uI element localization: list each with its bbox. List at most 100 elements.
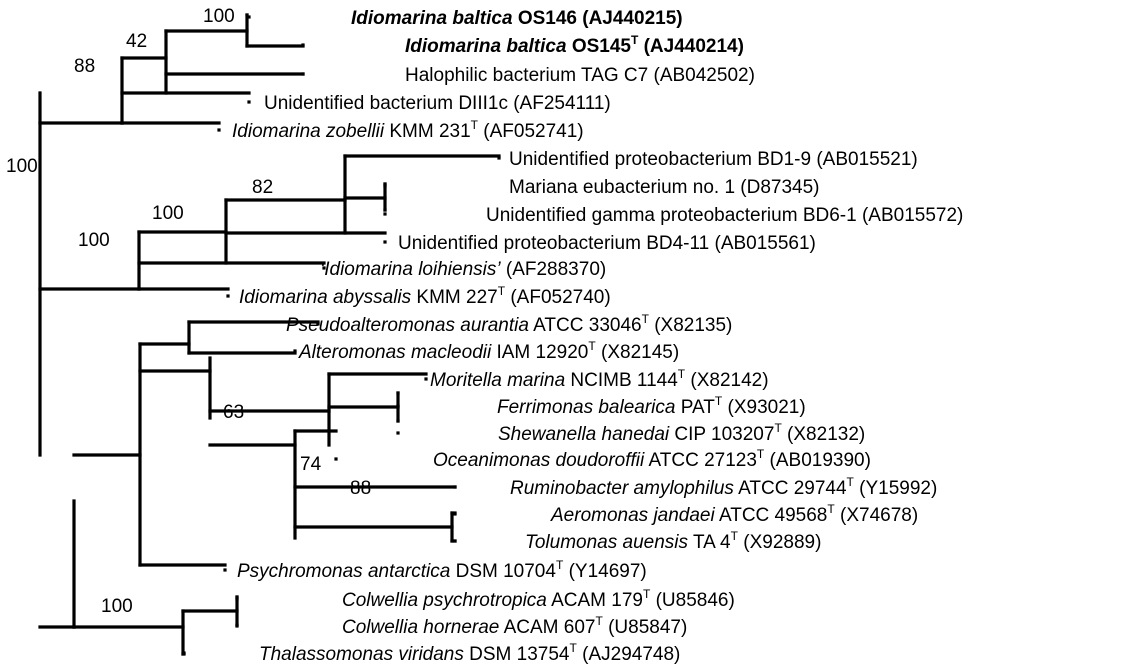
taxon-label-part: T: [847, 475, 855, 489]
taxon-label-part: ATCC 33046: [529, 315, 642, 336]
taxon-label-part: (X74678): [835, 505, 918, 526]
taxon-label: Unidentified bacterium DIII1c (AF254111): [264, 93, 611, 114]
taxon-label-part: T: [471, 118, 479, 132]
taxon-label-part: Aeromonas jandaei: [550, 505, 715, 526]
taxon-label-part: (AF052740): [505, 287, 611, 308]
taxon-label-part: (AF288370): [501, 259, 607, 280]
taxon-label-part: ATCC 49568: [715, 505, 828, 526]
bootstrap-value: 100: [101, 596, 133, 617]
taxon-label-part: Idiomarina baltica: [351, 8, 513, 29]
taxon-label-part: Unidentified gamma proteobacterium BD6-1…: [486, 205, 963, 226]
taxon-label-part: T: [642, 312, 650, 326]
taxon-label-part: (X82142): [685, 370, 768, 391]
taxon-label: Mariana eubacterium no. 1 (D87345): [509, 177, 820, 198]
taxon-label-part: Idiomarina abyssalis: [239, 287, 412, 308]
taxon-label-part: T: [774, 421, 782, 435]
taxon-label-part: (AF052741): [478, 121, 584, 142]
taxon-label-part: CIP 103207: [669, 424, 774, 445]
bootstrap-value: 100: [152, 203, 184, 224]
taxon-label-part: (Y15992): [854, 478, 937, 499]
taxon-label-part: T: [498, 284, 506, 298]
taxon-label-part: T: [715, 394, 723, 408]
taxon-label-part: (X82132): [782, 424, 865, 445]
taxon-label-part: Alteromonas macleodii: [298, 342, 492, 363]
bootstrap-value: 88: [350, 478, 371, 499]
taxon-label-part: ATCC 29744: [734, 478, 847, 499]
taxon-label-part: T: [570, 641, 578, 655]
taxon-label: Idiomarina abyssalis KMM 227T (AF052740): [239, 284, 611, 308]
taxon-label-part: IAM 12920: [491, 342, 588, 363]
bootstrap-value: 100: [78, 230, 110, 251]
taxon-label-part: KMM 227: [411, 287, 498, 308]
taxon-label: Halophilic bacterium TAG C7 (AB042502): [405, 65, 755, 86]
taxon-label: Psychromonas antarctica DSM 10704T (Y146…: [237, 558, 647, 582]
taxon-label: Ferrimonas balearica PATT (X93021): [497, 394, 806, 418]
taxon-label: Unidentified proteobacterium BD1-9 (AB01…: [509, 149, 918, 170]
taxon-label-part: Halophilic bacterium TAG C7 (AB042502): [405, 65, 755, 86]
taxon-label-part: Psychromonas antarctica: [237, 561, 450, 582]
taxon-label: Unidentified proteobacterium BD4-11 (AB0…: [398, 233, 816, 254]
taxon-label-part: TA 4: [688, 532, 731, 553]
leaf-labels: Idiomarina baltica OS146 (AJ440215)Idiom…: [232, 8, 963, 665]
taxon-label: ‘Idiomarina loihiensis’ (AF288370): [320, 259, 606, 280]
taxon-label-part: (X92889): [738, 532, 821, 553]
taxon-label-part: T: [595, 614, 603, 628]
taxon-label-part: (X93021): [722, 397, 805, 418]
taxon-label-part: Colwellia psychrotropica: [342, 590, 547, 611]
taxon-label-part: (AJ294748): [577, 644, 681, 665]
taxon-label-part: Ruminobacter amylophilus: [510, 478, 734, 499]
taxon-label-part: Pseudoalteromonas aurantia: [286, 315, 529, 336]
taxon-label-part: PAT: [675, 397, 715, 418]
taxon-label: Shewanella hanedai CIP 103207T (X82132): [498, 421, 865, 445]
taxon-label-part: (Y14697): [563, 561, 646, 582]
taxon-label-part: ACAM 607: [499, 617, 595, 638]
bootstrap-value: 82: [252, 177, 273, 198]
taxon-label-part: DSM 10704: [450, 561, 556, 582]
taxon-label-part: ACAM 179: [547, 590, 643, 611]
taxon-label: Aeromonas jandaei ATCC 49568T (X74678): [550, 502, 918, 526]
taxon-label-part: Idiomarina baltica: [405, 36, 567, 57]
taxon-label-part: OS146 (AJ440215): [513, 8, 683, 29]
taxon-label: Ruminobacter amylophilus ATCC 29744T (Y1…: [510, 475, 937, 499]
taxon-label-part: Oceanimonas doudoroffii: [433, 450, 645, 471]
taxon-label-part: ‘Idiomarina loihiensis’: [320, 259, 501, 280]
taxon-label-part: Unidentified bacterium DIII1c (AF254111): [264, 93, 611, 114]
taxon-label-part: (AJ440214): [638, 36, 744, 57]
taxon-label-part: Idiomarina zobellii: [232, 121, 385, 142]
taxon-label: Oceanimonas doudoroffii ATCC 27123T (AB0…: [433, 447, 871, 471]
taxon-label: Idiomarina baltica OS146 (AJ440215): [351, 8, 683, 29]
taxon-label-part: KMM 231: [384, 121, 471, 142]
taxon-label: Idiomarina zobellii KMM 231T (AF052741): [232, 118, 584, 142]
taxon-label-part: Ferrimonas balearica: [497, 397, 675, 418]
taxon-label: Thalassomonas viridans DSM 13754T (AJ294…: [259, 641, 680, 665]
taxon-label-part: T: [827, 502, 835, 516]
bootstrap-labels: 100 42 88 100 82 100 100 63 74 88 100: [6, 6, 371, 617]
bootstrap-value: 63: [223, 402, 244, 423]
taxon-label: Alteromonas macleodii IAM 12920T (X82145…: [298, 339, 679, 363]
taxon-label-part: T: [731, 529, 739, 543]
taxon-label: Moritella marina NCIMB 1144T (X82142): [430, 367, 769, 391]
taxon-label: Colwellia hornerae ACAM 607T (U85847): [342, 614, 687, 638]
bootstrap-value: 100: [203, 6, 235, 27]
taxon-label-part: Mariana eubacterium no. 1 (D87345): [509, 177, 820, 198]
taxon-label-part: T: [631, 33, 639, 47]
taxon-label-part: Shewanella hanedai: [498, 424, 670, 445]
taxon-label-part: T: [643, 587, 651, 601]
taxon-label-part: (U85846): [650, 590, 735, 611]
taxon-label: Pseudoalteromonas aurantia ATCC 33046T (…: [286, 312, 732, 336]
bootstrap-value: 74: [300, 454, 322, 475]
taxon-label-part: (X82135): [649, 315, 732, 336]
taxon-label: Tolumonas auensis TA 4T (X92889): [525, 529, 821, 553]
taxon-label-part: NCIMB 1144: [565, 370, 678, 391]
taxon-label-part: (X82145): [596, 342, 679, 363]
taxon-label-part: T: [588, 339, 596, 353]
bootstrap-value: 100: [6, 156, 38, 177]
taxon-label-part: Colwellia hornerae: [342, 617, 499, 638]
taxon-label-part: T: [556, 558, 564, 572]
taxon-label-part: Moritella marina: [430, 370, 565, 391]
taxon-label-part: Unidentified proteobacterium BD4-11 (AB0…: [398, 233, 816, 254]
taxon-label-part: (AB019390): [764, 450, 871, 471]
taxon-label-part: ATCC 27123: [644, 450, 757, 471]
taxon-label: Unidentified gamma proteobacterium BD6-1…: [486, 205, 963, 226]
